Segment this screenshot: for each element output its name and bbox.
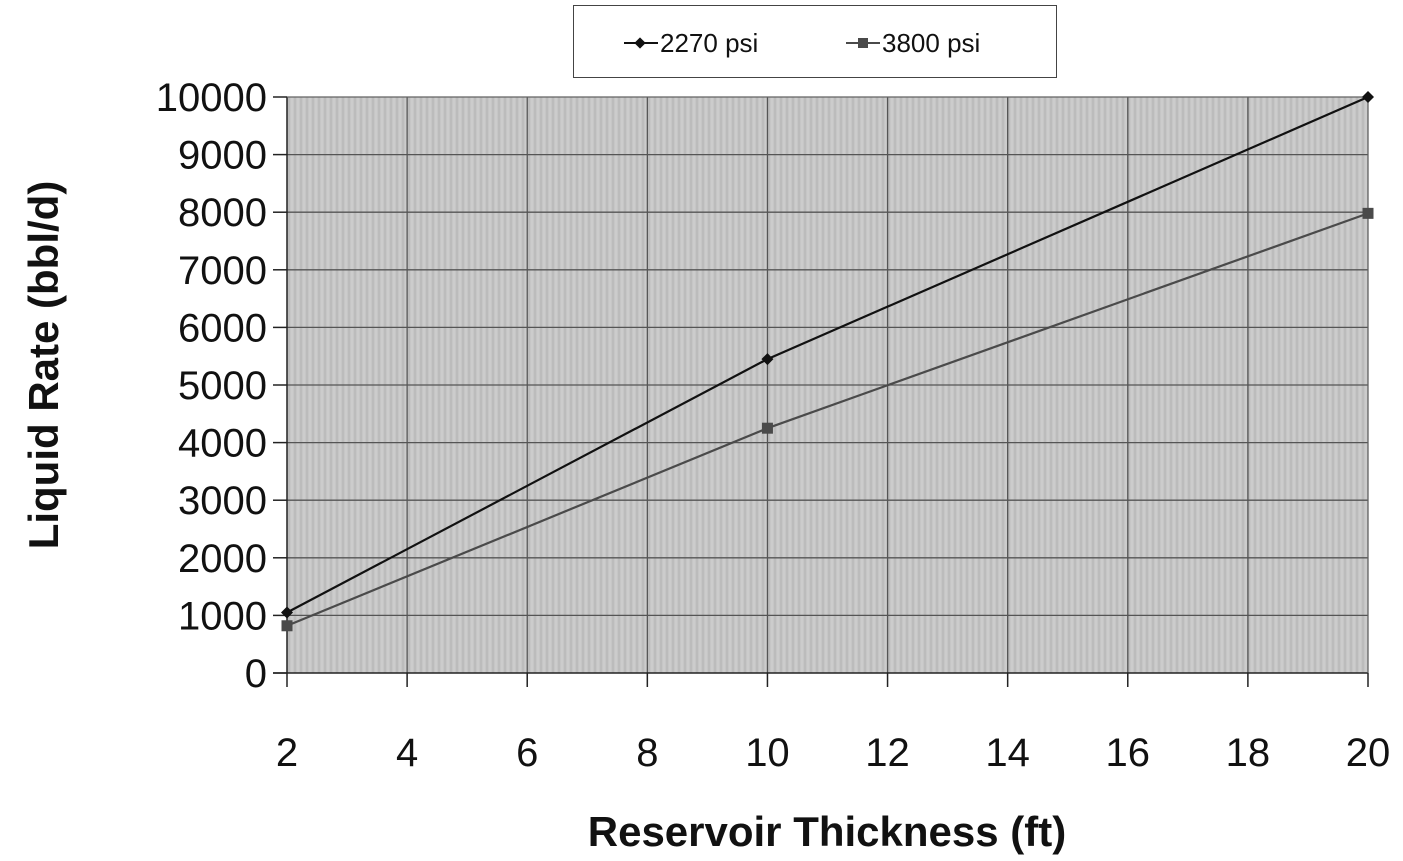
x-tick-label: 20	[1346, 731, 1391, 775]
y-axis-title: Liquid Rate (bbl/d)	[20, 181, 67, 550]
x-tick-label: 6	[516, 731, 538, 775]
y-tick-label: 0	[245, 652, 267, 696]
data-point-square	[281, 620, 293, 632]
square-marker-icon	[846, 33, 880, 53]
x-tick-label: 14	[985, 731, 1030, 775]
x-tick-label: 18	[1226, 731, 1271, 775]
data-point-diamond	[281, 606, 293, 619]
y-tick-label: 1000	[178, 594, 267, 638]
x-tick-label: 10	[745, 731, 790, 775]
y-tick-label: 6000	[178, 306, 267, 350]
x-axis-title: Reservoir Thickness (ft)	[588, 808, 1067, 855]
x-tick-label: 16	[1106, 731, 1151, 775]
x-tick-labels: 2 4 6 8 10 12 14 16 18 20	[276, 731, 1390, 775]
y-tick-label: 3000	[178, 479, 267, 523]
y-tick-labels: 0 1000 2000 3000 4000 5000 6000 7000 8000 9000 100…	[156, 76, 267, 696]
y-tick-label: 8000	[178, 191, 267, 235]
series-markers	[281, 91, 1374, 632]
legend-label-3800: 3800 psi	[882, 27, 981, 58]
y-tick-label: 10000	[156, 76, 267, 120]
legend-item-3800: 3800 psi	[846, 28, 980, 58]
data-point-square	[761, 422, 773, 434]
data-point-diamond	[1362, 91, 1374, 103]
axes	[273, 96, 1369, 687]
y-tick-label: 4000	[178, 422, 267, 466]
y-tick-label: 7000	[178, 249, 267, 293]
x-tick-label: 2	[276, 731, 298, 775]
data-point-diamond	[761, 353, 774, 366]
x-tick-label: 4	[396, 731, 418, 775]
legend: 2270 psi 3800 psi	[573, 5, 1057, 78]
y-tick-label: 2000	[178, 537, 267, 581]
y-tick-label: 5000	[178, 364, 267, 408]
data-point-square	[1362, 207, 1374, 219]
y-tick-label: 9000	[178, 134, 267, 178]
diamond-marker-icon	[624, 33, 658, 53]
x-tick-label: 8	[636, 731, 658, 775]
legend-label-2270: 2270 psi	[660, 27, 759, 58]
x-tick-label: 12	[865, 731, 910, 775]
legend-item-2270: 2270 psi	[624, 28, 758, 58]
